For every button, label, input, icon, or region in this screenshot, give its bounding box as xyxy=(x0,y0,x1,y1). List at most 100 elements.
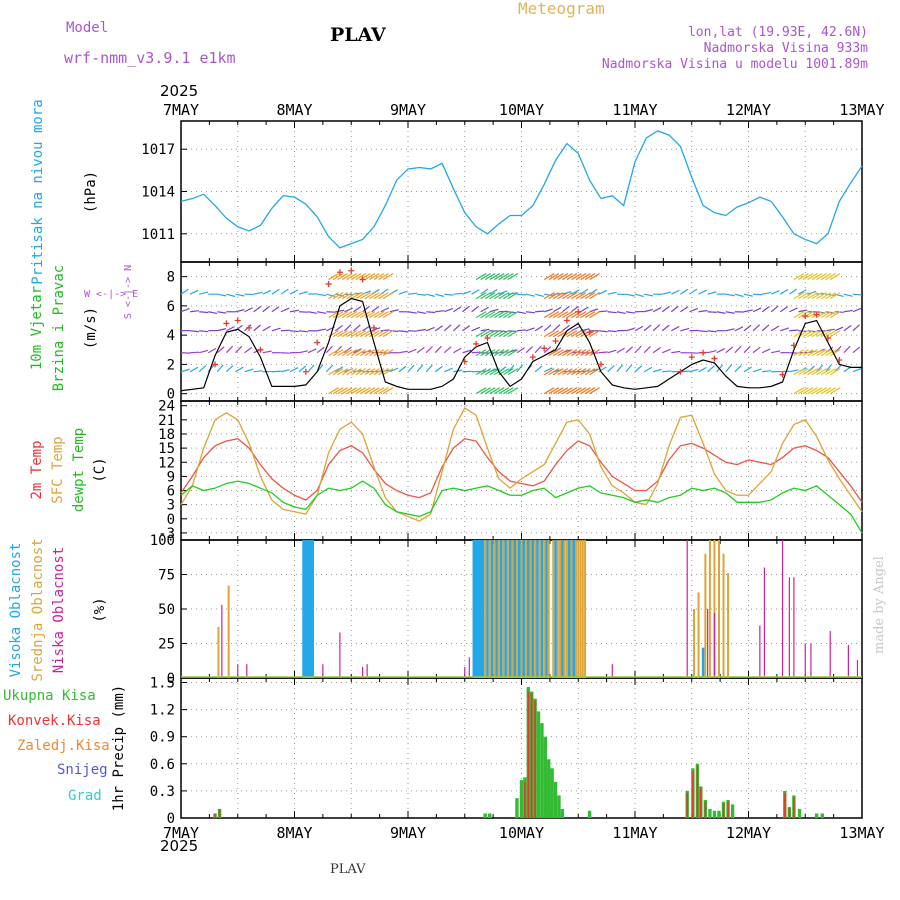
wind-arrow xyxy=(752,368,762,373)
wind-arrow xyxy=(253,370,263,373)
cloud-low-bar xyxy=(781,540,784,678)
wind-arrow xyxy=(566,368,578,376)
gust-marker xyxy=(802,313,809,320)
wind-arrow xyxy=(498,349,510,357)
wind-arrow xyxy=(807,292,818,300)
wind-arrow xyxy=(217,311,227,314)
wind-arrow xyxy=(598,366,607,373)
wind-arrow xyxy=(798,368,809,376)
wind-arrow xyxy=(382,292,394,300)
wind-arrow xyxy=(580,311,591,319)
wind-arrow xyxy=(643,324,652,332)
wind-arrow xyxy=(802,273,814,281)
wind-arrow xyxy=(698,330,708,333)
wind-arrow xyxy=(416,328,427,332)
y-tick-label: 1.5 xyxy=(150,676,175,692)
gust-marker xyxy=(336,269,343,276)
wind-arrow xyxy=(373,330,385,338)
year-top: 2025 xyxy=(160,82,199,100)
model-name: wrf-nmm_v3.9.1 e1km xyxy=(64,49,236,67)
wind-arrow xyxy=(734,293,744,298)
wind-arrow xyxy=(802,368,814,376)
wind-arrow xyxy=(217,328,227,332)
wind-arrow xyxy=(190,310,200,313)
wind-arrow xyxy=(625,346,634,354)
cloud-mid-bar xyxy=(547,540,550,678)
wind-arrow xyxy=(425,364,433,373)
precip-conv-bar xyxy=(696,765,699,818)
gust-marker xyxy=(563,317,570,324)
y-tick-label: 0.9 xyxy=(150,730,175,746)
wind-arrow xyxy=(725,364,732,373)
wind-arrow xyxy=(480,311,491,319)
wind-arrow xyxy=(793,311,805,319)
wind-arrow xyxy=(680,327,690,332)
cloud-mid-bar xyxy=(584,540,587,678)
wind-arrow xyxy=(407,311,417,314)
gust-marker xyxy=(688,354,695,361)
cloud-high-bar xyxy=(479,540,482,678)
gust-marker xyxy=(246,324,253,331)
wind-arrow xyxy=(548,387,560,395)
wind-arrow xyxy=(271,327,281,332)
cloud-low-bar xyxy=(611,664,613,678)
wind-arrow xyxy=(575,368,587,376)
wind-arrow xyxy=(225,345,234,354)
wind-arrow xyxy=(341,292,353,300)
cloud-mid-bar xyxy=(538,540,541,678)
wind-arrow xyxy=(607,311,617,314)
gust-marker xyxy=(370,324,377,331)
wind-arrow xyxy=(244,346,253,354)
wind-arrow xyxy=(616,347,625,354)
wind-arrow xyxy=(771,350,781,354)
wind-arrow xyxy=(580,368,591,376)
wind-arrow xyxy=(820,273,832,281)
cloud-mid-bar xyxy=(488,540,491,678)
panel-3 xyxy=(180,400,863,541)
wind-arrow xyxy=(625,327,635,332)
wind-arrow xyxy=(589,308,599,313)
cloud-mid-bar xyxy=(493,540,496,678)
wind-arrow xyxy=(670,305,679,313)
x-tick-label-bottom: 8MAY xyxy=(276,824,312,842)
wind-arrow xyxy=(364,330,376,338)
wind-arrow xyxy=(707,365,715,373)
wind-arrow xyxy=(462,325,471,332)
cloud-high-bar xyxy=(304,540,308,678)
wind-arrow xyxy=(571,330,582,338)
wind-arrow xyxy=(369,311,380,319)
wind-arrow xyxy=(298,291,308,295)
cloud-mid-bar xyxy=(506,540,509,678)
year-bottom: 2025 xyxy=(160,837,199,855)
gust-marker xyxy=(552,338,559,345)
cloud-mid-bar xyxy=(574,540,577,678)
wind-arrow xyxy=(589,368,600,376)
wind-arrow xyxy=(417,293,427,296)
compass-we: W <-|-> E xyxy=(84,289,138,300)
wind-arrow xyxy=(407,364,415,373)
wind-arrow xyxy=(816,349,827,357)
wind-arrow xyxy=(226,293,236,298)
wind-arrow xyxy=(317,328,327,332)
wind-arrow xyxy=(661,305,670,313)
cloud-low-bar xyxy=(686,540,688,678)
wind-arrow xyxy=(807,349,818,357)
wind-arrow xyxy=(825,273,836,281)
wind-arrow xyxy=(493,311,505,319)
wind-arrow xyxy=(373,292,385,300)
wind-arrow xyxy=(378,330,389,338)
gust-marker xyxy=(302,368,309,375)
wind-arrow xyxy=(480,328,490,332)
wind-arrow xyxy=(498,311,510,319)
cloud-high-bar xyxy=(554,540,557,678)
wind-arrow xyxy=(364,273,376,281)
wind-arrow xyxy=(280,369,290,373)
wind-arrow xyxy=(589,330,600,338)
cloud-low-bar xyxy=(829,631,831,678)
wind-arrow xyxy=(793,292,805,300)
wind-arrow xyxy=(484,387,496,395)
wind-arrow xyxy=(566,330,578,338)
wind-arrow xyxy=(793,387,805,395)
wind-arrow xyxy=(825,311,836,319)
cloud-mid-bar xyxy=(693,609,696,678)
